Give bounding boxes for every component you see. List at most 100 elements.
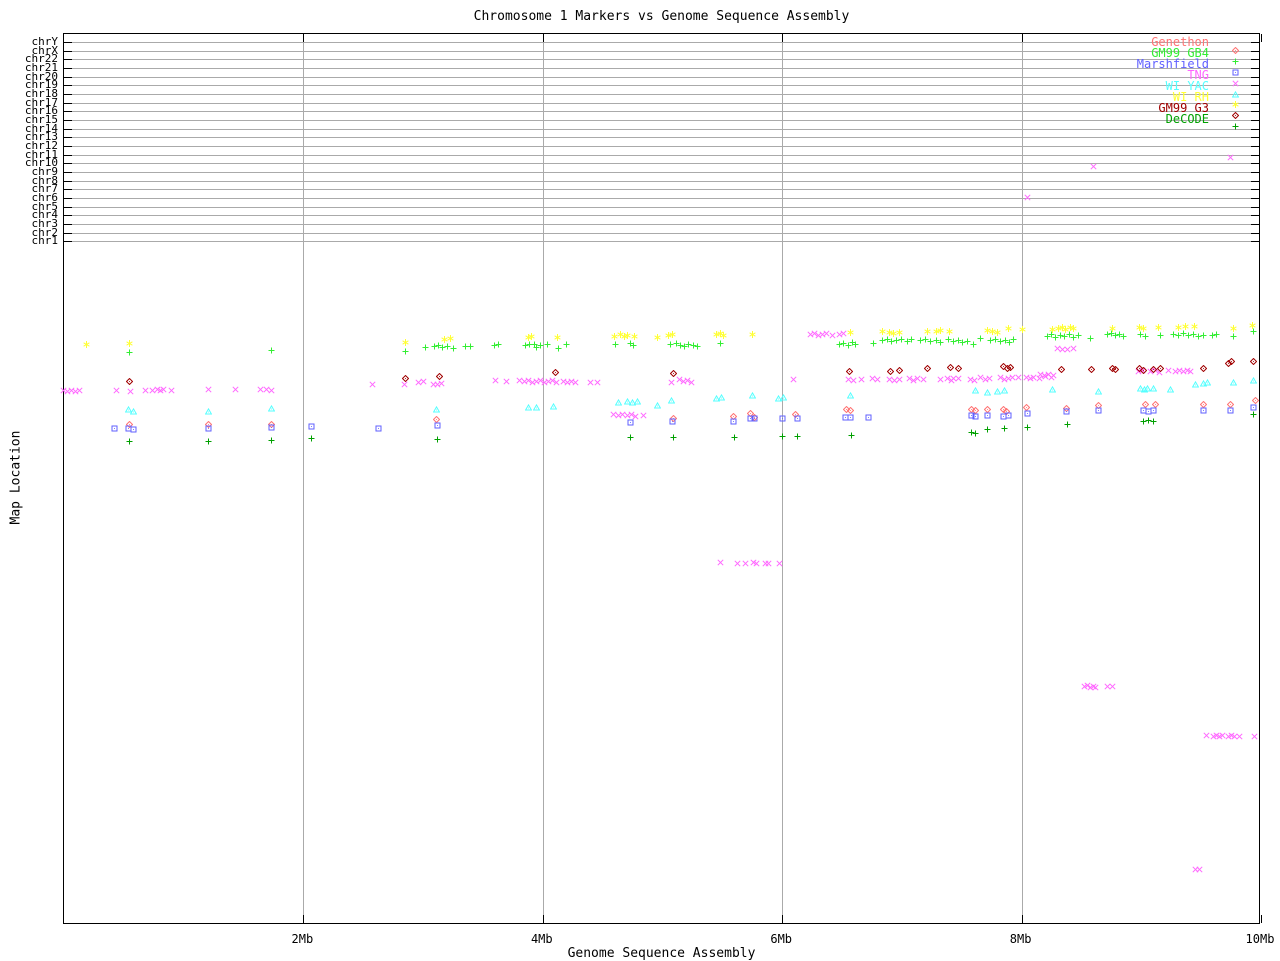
gm99-gb4-point — [922, 336, 929, 343]
gm99-gb4-point — [970, 341, 977, 348]
chromosome-label: chr2 — [31, 225, 59, 239]
genethon-point — [847, 407, 854, 414]
tng-point — [986, 375, 993, 382]
wi-rh-point — [669, 331, 676, 338]
gm99-gb4-point — [955, 337, 962, 344]
tng-point — [401, 381, 408, 388]
wi-yac-point — [1095, 388, 1102, 395]
wi-rh-point — [83, 341, 90, 348]
tng-point — [76, 387, 83, 394]
tng-point — [997, 374, 1004, 381]
tng-point — [896, 376, 903, 383]
gm99-g3-point — [1140, 367, 1147, 374]
gm99-gb4-point — [431, 343, 438, 350]
chromosome-tick-left — [64, 197, 72, 199]
gm99-g3-point — [1000, 363, 1007, 370]
chromosome-tick-right — [1251, 197, 1259, 199]
tng-point — [1187, 368, 1194, 375]
legend-label: Genethon — [1151, 35, 1209, 50]
tng-point — [1030, 374, 1037, 381]
tng-point — [160, 386, 167, 393]
tng-point — [944, 375, 951, 382]
x-tick-bottom — [782, 915, 784, 923]
tng-point — [765, 560, 772, 567]
marshfield-point — [984, 412, 991, 419]
chromosome-tick-right — [1251, 206, 1259, 208]
chromosome-row-line — [64, 145, 1259, 147]
x-tick-top — [542, 34, 544, 42]
legend-label: GM99 G3 — [1158, 100, 1209, 115]
gm99-gb4-point — [435, 342, 442, 349]
marshfield-point — [968, 412, 975, 419]
chromosome-label: chr17 — [24, 95, 58, 109]
tng-point — [829, 332, 836, 339]
wi-rh-point — [654, 334, 661, 341]
decode-point — [1064, 421, 1071, 428]
x-tick-top — [1021, 34, 1023, 42]
tng-point — [142, 387, 149, 394]
x-tick-bottom — [1021, 915, 1023, 923]
wi-yac-point — [1137, 385, 1144, 392]
marshfield-point — [794, 415, 801, 422]
wi-rh-point — [1230, 325, 1237, 332]
decode-point — [1145, 417, 1152, 424]
decode-point — [627, 434, 634, 441]
gm99-gb4-point — [987, 337, 994, 344]
chromosome-row-line — [64, 206, 1259, 208]
tng-point — [1045, 371, 1052, 378]
diamond-icon — [1231, 39, 1240, 55]
wi-yac-point — [1001, 387, 1008, 394]
genethon-point — [205, 421, 212, 428]
legend-item: Marshfield — [1136, 57, 1239, 76]
marshfield-point — [1200, 407, 1207, 414]
tng-point — [1251, 733, 1258, 740]
gm99-gb4-point — [893, 337, 900, 344]
tng-point — [1236, 733, 1243, 740]
tng-point — [1084, 682, 1091, 689]
wi-yac-point — [268, 405, 275, 412]
chromosome-tick-left — [64, 232, 72, 234]
gm99-gb4-point — [964, 338, 971, 345]
gm99-g3-point — [1004, 365, 1011, 372]
tng-point — [1227, 154, 1234, 161]
gm99-gb4-point — [1185, 332, 1192, 339]
chromosome-tick-left — [64, 223, 72, 225]
gm99-gb4-point — [879, 337, 886, 344]
gm99-gb4-point — [904, 338, 911, 345]
gm99-gb4-point — [1048, 331, 1055, 338]
gm99-g3-point — [896, 367, 903, 374]
wi-yac-point — [780, 394, 787, 401]
wi-rh-point — [989, 328, 996, 335]
gm99-gb4-point — [1108, 330, 1115, 337]
wi-yac-point — [1150, 385, 1157, 392]
gm99-gb4-point — [690, 342, 697, 349]
gm99-gb4-point — [1057, 332, 1064, 339]
chromosome-row-line — [64, 42, 1259, 43]
chromosome-tick-right — [1251, 137, 1259, 139]
tng-point — [438, 380, 445, 387]
gm99-gb4-point — [1175, 332, 1182, 339]
chromosome-label: chr14 — [24, 121, 58, 135]
legend-item: DeCODE — [1137, 113, 1239, 130]
wi-yac-point — [615, 399, 622, 406]
chromosome-tick-right — [1251, 50, 1259, 52]
gm99-gb4-point — [908, 336, 915, 343]
wi-yac-point — [749, 392, 756, 399]
chromosome-row-line — [64, 50, 1259, 52]
tng-point — [127, 388, 134, 395]
tng-point — [1165, 367, 1172, 374]
legend-label: Marshfield — [1136, 57, 1209, 72]
tng-point — [1050, 372, 1057, 379]
wi-rh-point — [624, 332, 631, 339]
gm99-g3-point — [1200, 365, 1207, 372]
legend-item: WI YAC — [1137, 80, 1240, 97]
wi-rh-point — [1249, 322, 1256, 329]
chromosome-tick-left — [64, 93, 72, 95]
chromosome-tick-right — [1251, 128, 1259, 130]
marshfield-point — [669, 418, 676, 425]
wi-rh-point — [984, 327, 991, 334]
gm99-gb4-point — [1052, 334, 1059, 341]
tng-point — [516, 377, 523, 384]
chromosome-row-line — [64, 67, 1259, 69]
gm99-gb4-point — [888, 338, 895, 345]
